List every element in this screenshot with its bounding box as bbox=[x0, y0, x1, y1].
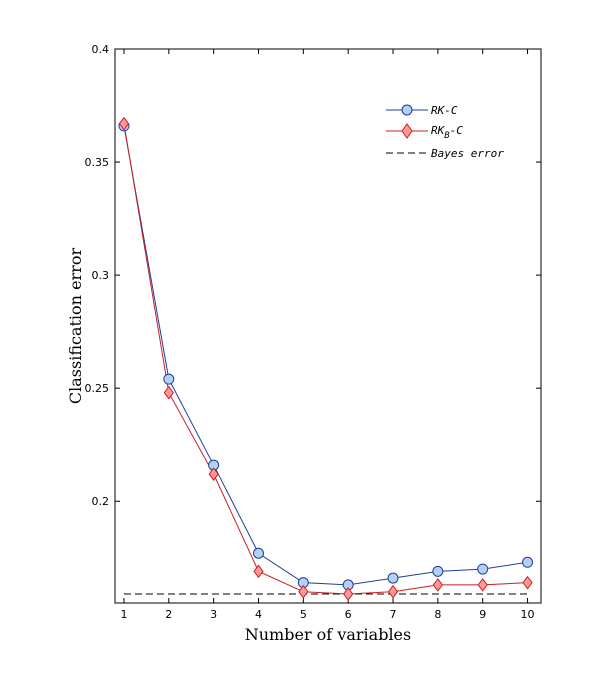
series-layer bbox=[118, 116, 534, 601]
x-tick-label: 2 bbox=[165, 608, 172, 621]
legend: RK-C RKB-C Bayes error bbox=[386, 104, 504, 160]
legend-marker-rkb-c bbox=[401, 123, 413, 139]
legend-label-rkb-c-main: RK bbox=[431, 124, 446, 137]
series-line-rk-c bbox=[123, 125, 528, 586]
data-point-rkb-c bbox=[298, 584, 309, 599]
x-tick-label: 4 bbox=[255, 608, 262, 621]
data-point-rk-c bbox=[387, 572, 399, 584]
data-point-rkb-c bbox=[163, 385, 174, 400]
data-point-rk-c bbox=[163, 373, 175, 385]
legend-label-bayes-error: Bayes error bbox=[431, 147, 504, 160]
y-axis-title: Classification error bbox=[66, 248, 85, 405]
y-tick-label: 0.35 bbox=[85, 156, 110, 169]
plot-area bbox=[114, 48, 542, 604]
data-point-rk-c bbox=[432, 565, 444, 577]
data-point-rkb-c bbox=[477, 578, 488, 592]
data-point-rkb-c bbox=[118, 116, 130, 131]
x-axis-title: Number of variables bbox=[245, 625, 411, 644]
legend-label-rkb-c-sub: B bbox=[444, 131, 450, 141]
y-tick-label: 0.2 bbox=[92, 495, 110, 508]
data-point-rkb-c bbox=[253, 564, 264, 579]
data-point-rk-c bbox=[522, 556, 534, 568]
x-tick-label: 1 bbox=[120, 608, 127, 621]
data-point-rkb-c bbox=[208, 467, 219, 481]
data-point-rk-c bbox=[252, 547, 264, 559]
data-point-rkb-c bbox=[343, 587, 354, 601]
x-tick-label: 6 bbox=[345, 608, 352, 621]
y-tick-label: 0.25 bbox=[85, 382, 110, 395]
series-line-rkb-c bbox=[123, 123, 528, 595]
data-point-rkb-c bbox=[387, 584, 399, 599]
legend-marker-rk-c bbox=[401, 104, 413, 116]
data-point-rkb-c bbox=[432, 578, 443, 592]
y-tick-label: 0.4 bbox=[92, 43, 110, 56]
x-tick-label: 10 bbox=[521, 608, 535, 621]
legend-label-rk-c: RK-C bbox=[431, 104, 458, 117]
data-point-rkb-c bbox=[522, 575, 533, 590]
x-tick-label: 8 bbox=[434, 608, 441, 621]
legend-label-rk-c-main: RK bbox=[431, 104, 446, 117]
x-tick-label: 7 bbox=[390, 608, 397, 621]
data-point-rk-c bbox=[477, 563, 489, 575]
x-tick-label: 9 bbox=[479, 608, 486, 621]
legend-label-rkb-c: RKB-C bbox=[431, 124, 463, 141]
legend-label-rk-c-tail: -C bbox=[444, 104, 458, 117]
legend-label-rkb-c-tail: -C bbox=[450, 124, 464, 137]
x-tick-label: 3 bbox=[210, 608, 217, 621]
x-tick-label: 5 bbox=[300, 608, 307, 621]
y-tick-label: 0.3 bbox=[92, 269, 110, 282]
